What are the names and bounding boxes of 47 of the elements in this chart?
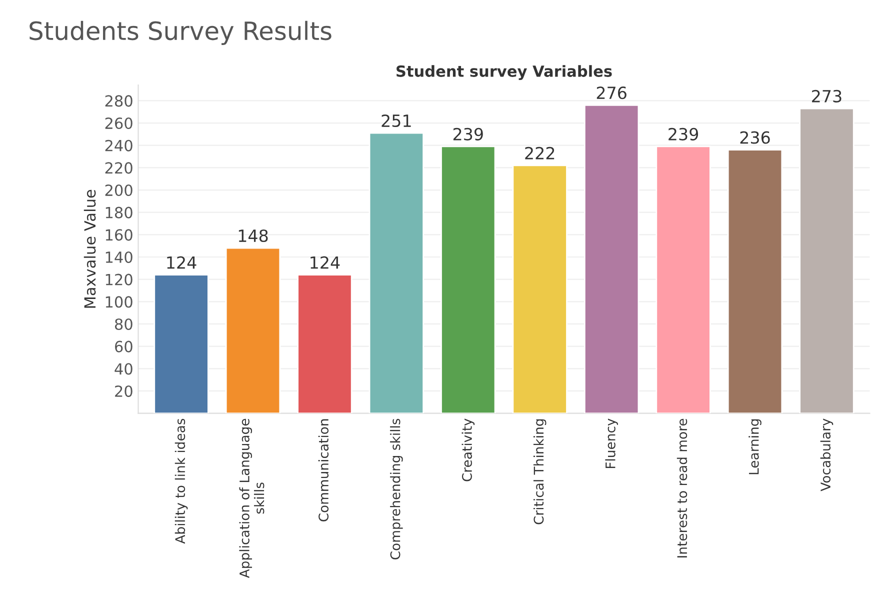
- bar: [584, 104, 640, 414]
- y-tick-label: 100: [106, 296, 132, 308]
- y-tick-label: 260: [105, 117, 132, 130]
- bar: [154, 274, 209, 414]
- y-tick-label: 80: [114, 318, 132, 330]
- x-axis-title: Student survey Variables: [396, 65, 612, 80]
- data-label: 222: [525, 146, 554, 160]
- chart-title: Students Survey Results: [30, 20, 332, 46]
- y-tick-label: 160: [106, 229, 132, 241]
- bar: [656, 146, 711, 414]
- x-tick-label: Vocabulary: [820, 418, 834, 492]
- bar: [368, 132, 424, 414]
- data-label: 276: [596, 86, 626, 100]
- x-tick-label: Comprehending skills: [390, 418, 403, 560]
- x-tick-label: Application of Language skills: [239, 418, 264, 578]
- data-label: 236: [740, 131, 770, 144]
- y-tick-label: 20: [115, 385, 132, 397]
- y-tick-label: 220: [105, 162, 132, 174]
- y-tick-label: 120: [106, 274, 132, 286]
- bar: [512, 164, 568, 414]
- x-tick-label: Communication: [318, 419, 329, 522]
- y-tick-label: 280: [105, 95, 132, 107]
- data-label: 273: [812, 90, 842, 102]
- bar: [440, 146, 496, 414]
- data-label: 239: [668, 128, 698, 140]
- bar: [225, 247, 281, 414]
- y-tick-label: 240: [105, 140, 132, 152]
- data-label: 239: [453, 128, 483, 140]
- bar: [297, 274, 352, 414]
- data-label: 124: [310, 256, 340, 269]
- bar: [799, 108, 854, 414]
- data-label: 124: [167, 256, 196, 269]
- y-tick-label: 40: [114, 363, 132, 375]
- y-tick-label: 200: [105, 184, 132, 196]
- x-tick-label: Learning: [748, 419, 762, 474]
- x-tick-label: Ability to link ideas: [174, 418, 188, 544]
- y-tick-label: 180: [106, 206, 132, 218]
- x-tick-label: Creativity: [462, 418, 475, 482]
- x-tick-label: Critical Thinking: [533, 419, 546, 524]
- y-tick-label: 140: [106, 251, 132, 264]
- y-tick-label: 60: [115, 340, 132, 352]
- data-label: 251: [382, 114, 411, 128]
- bar: [727, 149, 783, 414]
- data-label: 148: [238, 229, 268, 242]
- x-tick-label: Interest to read more: [676, 418, 688, 558]
- x-tick-label: Fluency: [605, 418, 618, 468]
- y-axis-title: Maxvalue Value: [84, 190, 96, 308]
